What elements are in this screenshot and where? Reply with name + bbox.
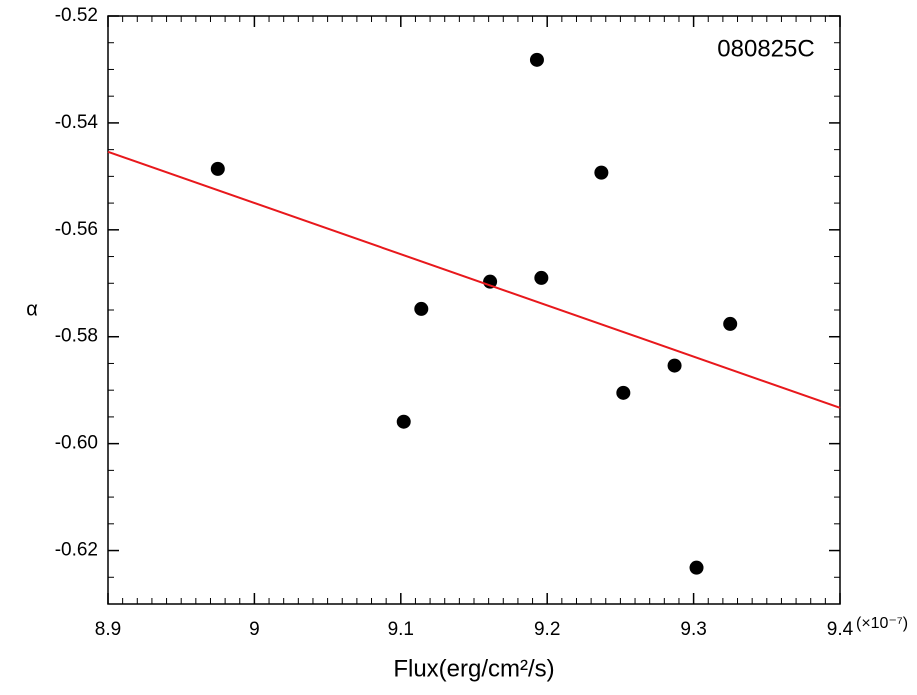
- x-tick-label: 9.1: [388, 619, 414, 640]
- data-point: [723, 316, 738, 331]
- data-point: [529, 52, 544, 67]
- y-axis-label: α: [26, 298, 38, 320]
- x-tick-label: 9.3: [680, 619, 706, 640]
- data-point: [689, 560, 704, 575]
- x-tick-label: 8.9: [95, 619, 121, 640]
- data-point: [210, 161, 225, 176]
- data-point: [594, 165, 609, 180]
- annotation: 080825C: [717, 35, 814, 62]
- x-tick-label: 9: [249, 619, 260, 640]
- data-point: [414, 301, 429, 316]
- plot-frame: [107, 15, 841, 605]
- data-point: [396, 414, 411, 429]
- y-tick-label: -0.52: [55, 5, 98, 26]
- x-tick-label: 9.2: [534, 619, 560, 640]
- x-multiplier: (×10⁻⁷): [856, 615, 908, 632]
- y-tick-label: -0.54: [55, 112, 99, 133]
- y-tick-label: -0.62: [55, 540, 98, 561]
- x-axis-label: Flux(erg/cm²/s): [393, 655, 554, 682]
- data-point: [667, 358, 682, 373]
- data-point: [534, 270, 549, 285]
- fit-line: [107, 150, 841, 409]
- y-tick-label: -0.58: [55, 326, 98, 347]
- x-tick-label: 9.4: [827, 619, 854, 640]
- y-tick-label: -0.60: [55, 433, 98, 454]
- data-point: [616, 385, 631, 400]
- y-tick-label: -0.56: [55, 219, 98, 240]
